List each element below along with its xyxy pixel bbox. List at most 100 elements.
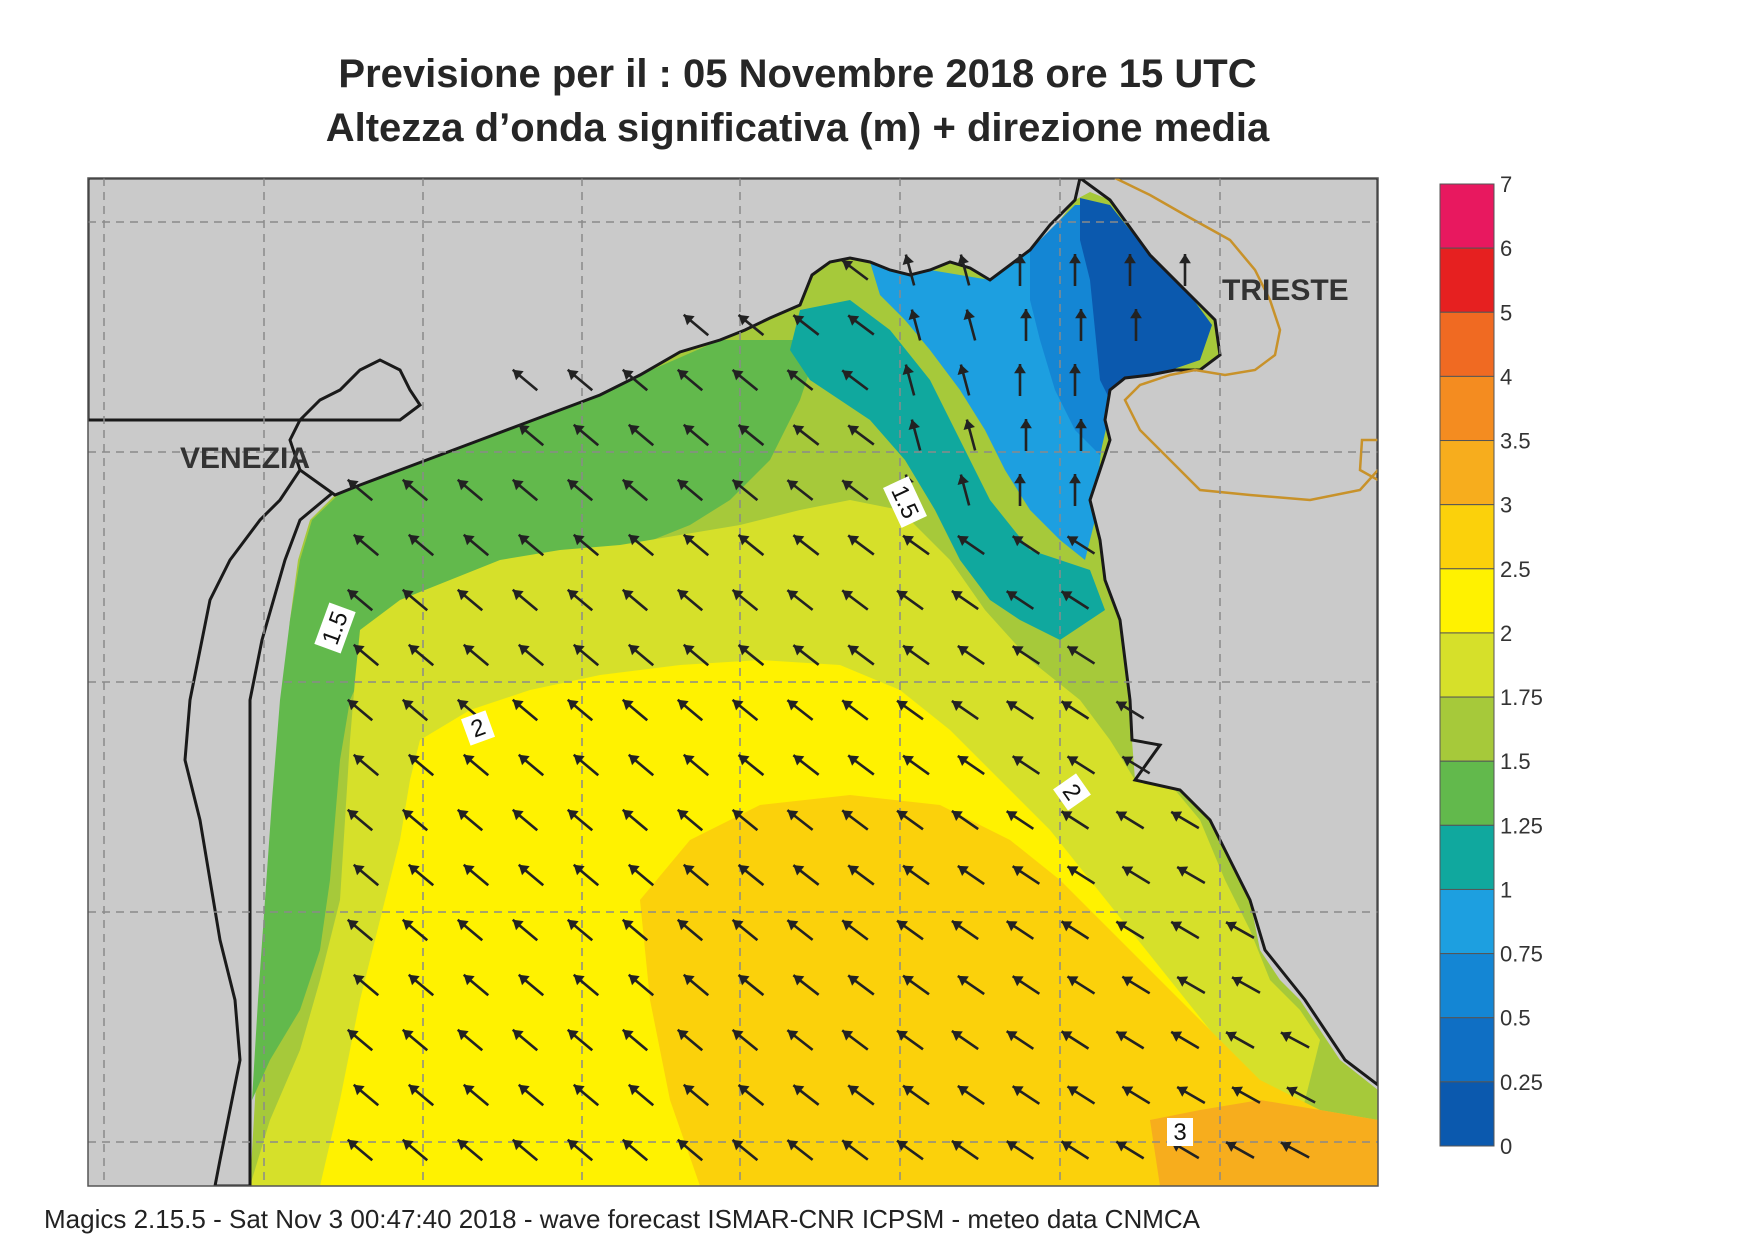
color-legend: 7 6 5 4 3.5 3 2.5 2 1.75 1.5 1.25 1 0.75 0.5 0.25 0 [1439,172,1543,1159]
direction-arrow-head [793,755,805,766]
direction-arrow-head [842,260,854,271]
direction-arrow-head [842,810,854,821]
direction-arrow-head [1124,254,1136,264]
direction-arrow-head [842,920,854,931]
direction-arrow-head [518,864,530,876]
direction-arrow-head [628,644,640,656]
legend-swatch [1439,375,1495,442]
direction-arrow-head [1171,811,1183,822]
direction-arrow-head [1116,811,1128,822]
direction-arrow-head [787,480,799,491]
legend-label: 6 [1500,236,1512,261]
direction-arrow-head [1020,419,1032,429]
direction-arrow-head [1122,756,1134,767]
legend-label: 0 [1500,1134,1512,1159]
direction-arrow-head [1179,254,1191,264]
direction-arrow-head [951,920,963,932]
direction-arrow-head [573,1084,585,1096]
band-2-5 [640,795,1378,1186]
direction-arrow-head [1069,254,1081,264]
direction-arrow-head [848,865,860,876]
direction-arrow-head [793,535,805,546]
direction-arrow-head [463,864,475,876]
legend-label: 3.5 [1500,429,1531,454]
legend-swatch [1439,247,1495,313]
legend-swatch [1439,311,1495,377]
direction-arrow-head [1014,474,1026,484]
direction-arrow-head [512,479,524,491]
direction-arrow-head [1067,1086,1079,1097]
direction-arrow-head [1067,536,1079,547]
direction-arrow-head [347,809,359,821]
band-0-25 [1080,198,1212,400]
direction-arrow-head [573,534,585,546]
direction-arrow-head [1280,1031,1292,1043]
legend-swatch [1439,1017,1495,1083]
legend-label: 1 [1500,877,1512,902]
direction-arrow-head [902,364,914,376]
legend-label: 0.25 [1500,1070,1543,1095]
direction-arrow-head [1014,364,1026,374]
direction-arrow-head [897,810,909,821]
direction-arrow-head [677,1029,689,1041]
direction-arrow-head [628,534,640,546]
legend-swatch [1439,1081,1495,1147]
direction-arrow-head [957,535,969,547]
direction-arrow-head [738,424,750,436]
direction-arrow-head [1061,591,1073,602]
direction-arrow-head [951,700,963,712]
direction-arrow-head [1116,701,1128,712]
direction-arrow-head [1177,976,1189,987]
direction-arrow-head [848,755,860,766]
legend-label: 0.5 [1500,1006,1531,1031]
direction-arrow-head [897,1140,909,1151]
direction-arrow-head [512,1139,524,1151]
direction-arrow-head [902,254,914,266]
direction-arrow-head [353,974,365,986]
direction-arrow-head [1061,701,1073,712]
direction-arrow-head [622,479,634,491]
direction-arrow-head [512,699,524,711]
direction-arrow-head [842,1030,854,1041]
direction-arrow-head [957,474,969,486]
direction-arrow-head [518,644,530,656]
direction-arrow-head [1116,1031,1128,1042]
direction-arrow-head [683,974,695,986]
direction-arrow-head [347,589,359,601]
direction-arrow-head [787,920,799,931]
legend-label: 1.5 [1500,749,1531,774]
graticule [88,178,1378,1186]
direction-arrow-head [512,919,524,931]
direction-arrow-head [622,369,634,381]
direction-arrow-head [1226,921,1238,932]
direction-arrow-head [842,370,854,381]
legend-swatch [1439,953,1495,1019]
direction-arrow-head [1067,866,1079,877]
legend-label: 5 [1500,300,1512,325]
direction-arrow-head [787,810,799,821]
direction-arrow-head [1006,811,1018,822]
title-line-1: Previsione per il : 05 Novembre 2018 ore… [338,52,1257,96]
direction-arrow-head [683,534,695,546]
direction-arrow-head [402,479,414,491]
direction-arrow-head [402,1029,414,1041]
direction-arrow-head [1232,1086,1243,1097]
direction-arrow-head [957,755,969,767]
direction-arrow-head [457,809,469,821]
direction-arrow-head [518,754,530,766]
direction-arrow-head [347,919,359,931]
direction-arrow-head [732,809,744,821]
direction-arrow-head [408,1084,420,1096]
direction-arrow-head [1171,921,1183,932]
direction-arrow-head [353,534,365,546]
direction-arrow-head [628,974,640,986]
direction-arrow-head [1006,921,1018,932]
direction-arrow-head [787,370,799,381]
direction-arrow-head [677,919,689,931]
direction-arrow-head [408,534,420,546]
legend-label: 2 [1500,621,1512,646]
direction-arrow-head [622,1029,634,1041]
direction-arrow-head [842,480,854,491]
direction-arrow-head [787,1030,799,1041]
direction-arrow-head [793,425,805,436]
